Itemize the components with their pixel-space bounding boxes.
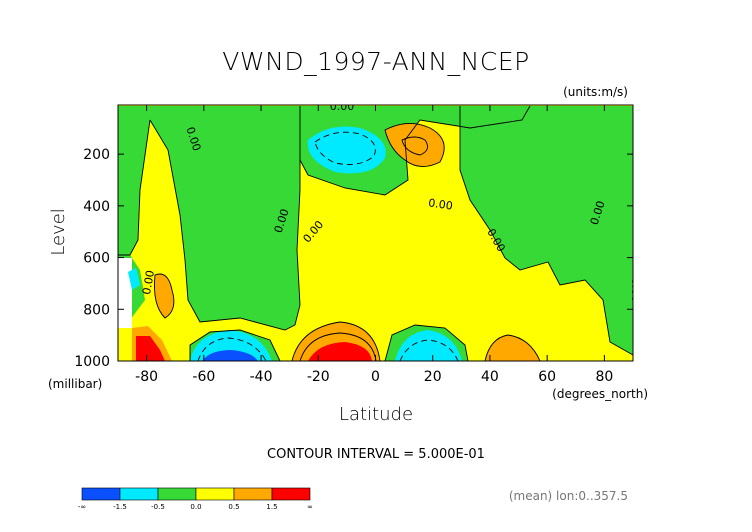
colorbar-label: 1.5 (266, 503, 277, 511)
colorbar-swatch (157, 487, 197, 501)
negative-core (190, 330, 272, 361)
contour-label: 0.00 (427, 196, 453, 212)
negative-core (128, 268, 140, 290)
y-tick-label: 600 (83, 251, 110, 267)
positive-core (154, 274, 174, 318)
colorbar-label: -∞ (78, 503, 86, 511)
y-units-label: (millibar) (48, 377, 102, 391)
colorbar-label: 0.0 (190, 503, 201, 511)
contour-label: 0.00 (140, 269, 157, 295)
colorbar-label: -0.5 (151, 503, 165, 511)
contour-label: 0.00 (629, 278, 642, 303)
y-tick-label: 400 (83, 199, 110, 215)
axes: -80 -60 -40 -20 0 20 40 60 80 200 400 600 800 1000 (74, 105, 633, 385)
contour-lines (118, 105, 633, 361)
x-tick-label: 40 (481, 369, 499, 385)
y-axis-label: Level (48, 208, 69, 256)
footnote: (mean) lon:0..357.5 (509, 489, 628, 503)
colorbar-label: 0.5 (228, 503, 239, 511)
x-units-label: (degrees_north) (552, 387, 648, 401)
positive-core (308, 342, 372, 361)
x-tick-label: -60 (192, 369, 215, 385)
x-tick-label: -20 (307, 369, 330, 385)
positive-core (485, 335, 540, 361)
colorbar-label: ∞ (307, 503, 313, 511)
chart-title: VWND_1997-ANN_NCEP (222, 47, 529, 76)
y-tick-label: 800 (83, 302, 110, 318)
x-tick-label: 0 (371, 369, 380, 385)
x-tick-label: 20 (424, 369, 442, 385)
colorbar-swatch (119, 487, 159, 501)
x-tick-label: -40 (250, 369, 273, 385)
colorbar-swatch (195, 487, 235, 501)
y-tick-label: 1000 (74, 354, 110, 370)
x-tick-label: -80 (135, 369, 158, 385)
y-tick-label: 200 (83, 147, 110, 163)
contour-field: 0.00 0.00 0.00 0.00 0.00 0.00 0.00 0.00 … (118, 100, 642, 361)
negative-contour-lines (197, 131, 459, 361)
colorbar-label: -1.5 (113, 503, 127, 511)
x-tick-label: 60 (538, 369, 556, 385)
contour-label: 0.00 (330, 100, 355, 113)
units-label: (units:m/s) (563, 85, 628, 99)
x-tick-label: 80 (595, 369, 613, 385)
colorbar-swatch (271, 487, 311, 501)
negative-region (460, 106, 633, 355)
positive-core (136, 336, 165, 361)
negative-core (307, 126, 386, 174)
negative-region (118, 106, 300, 330)
x-axis-label: Latitude (339, 404, 413, 425)
colorbar-swatch (81, 487, 121, 501)
negative-core (202, 350, 258, 361)
missing-data-area (118, 258, 132, 328)
negative-core (395, 330, 462, 361)
colorbar: -∞ -1.5 -0.5 0.0 0.5 1.5 ∞ (78, 487, 313, 511)
colorbar-swatch (233, 487, 273, 501)
contour-interval-text: CONTOUR INTERVAL = 5.000E-01 (267, 447, 485, 462)
